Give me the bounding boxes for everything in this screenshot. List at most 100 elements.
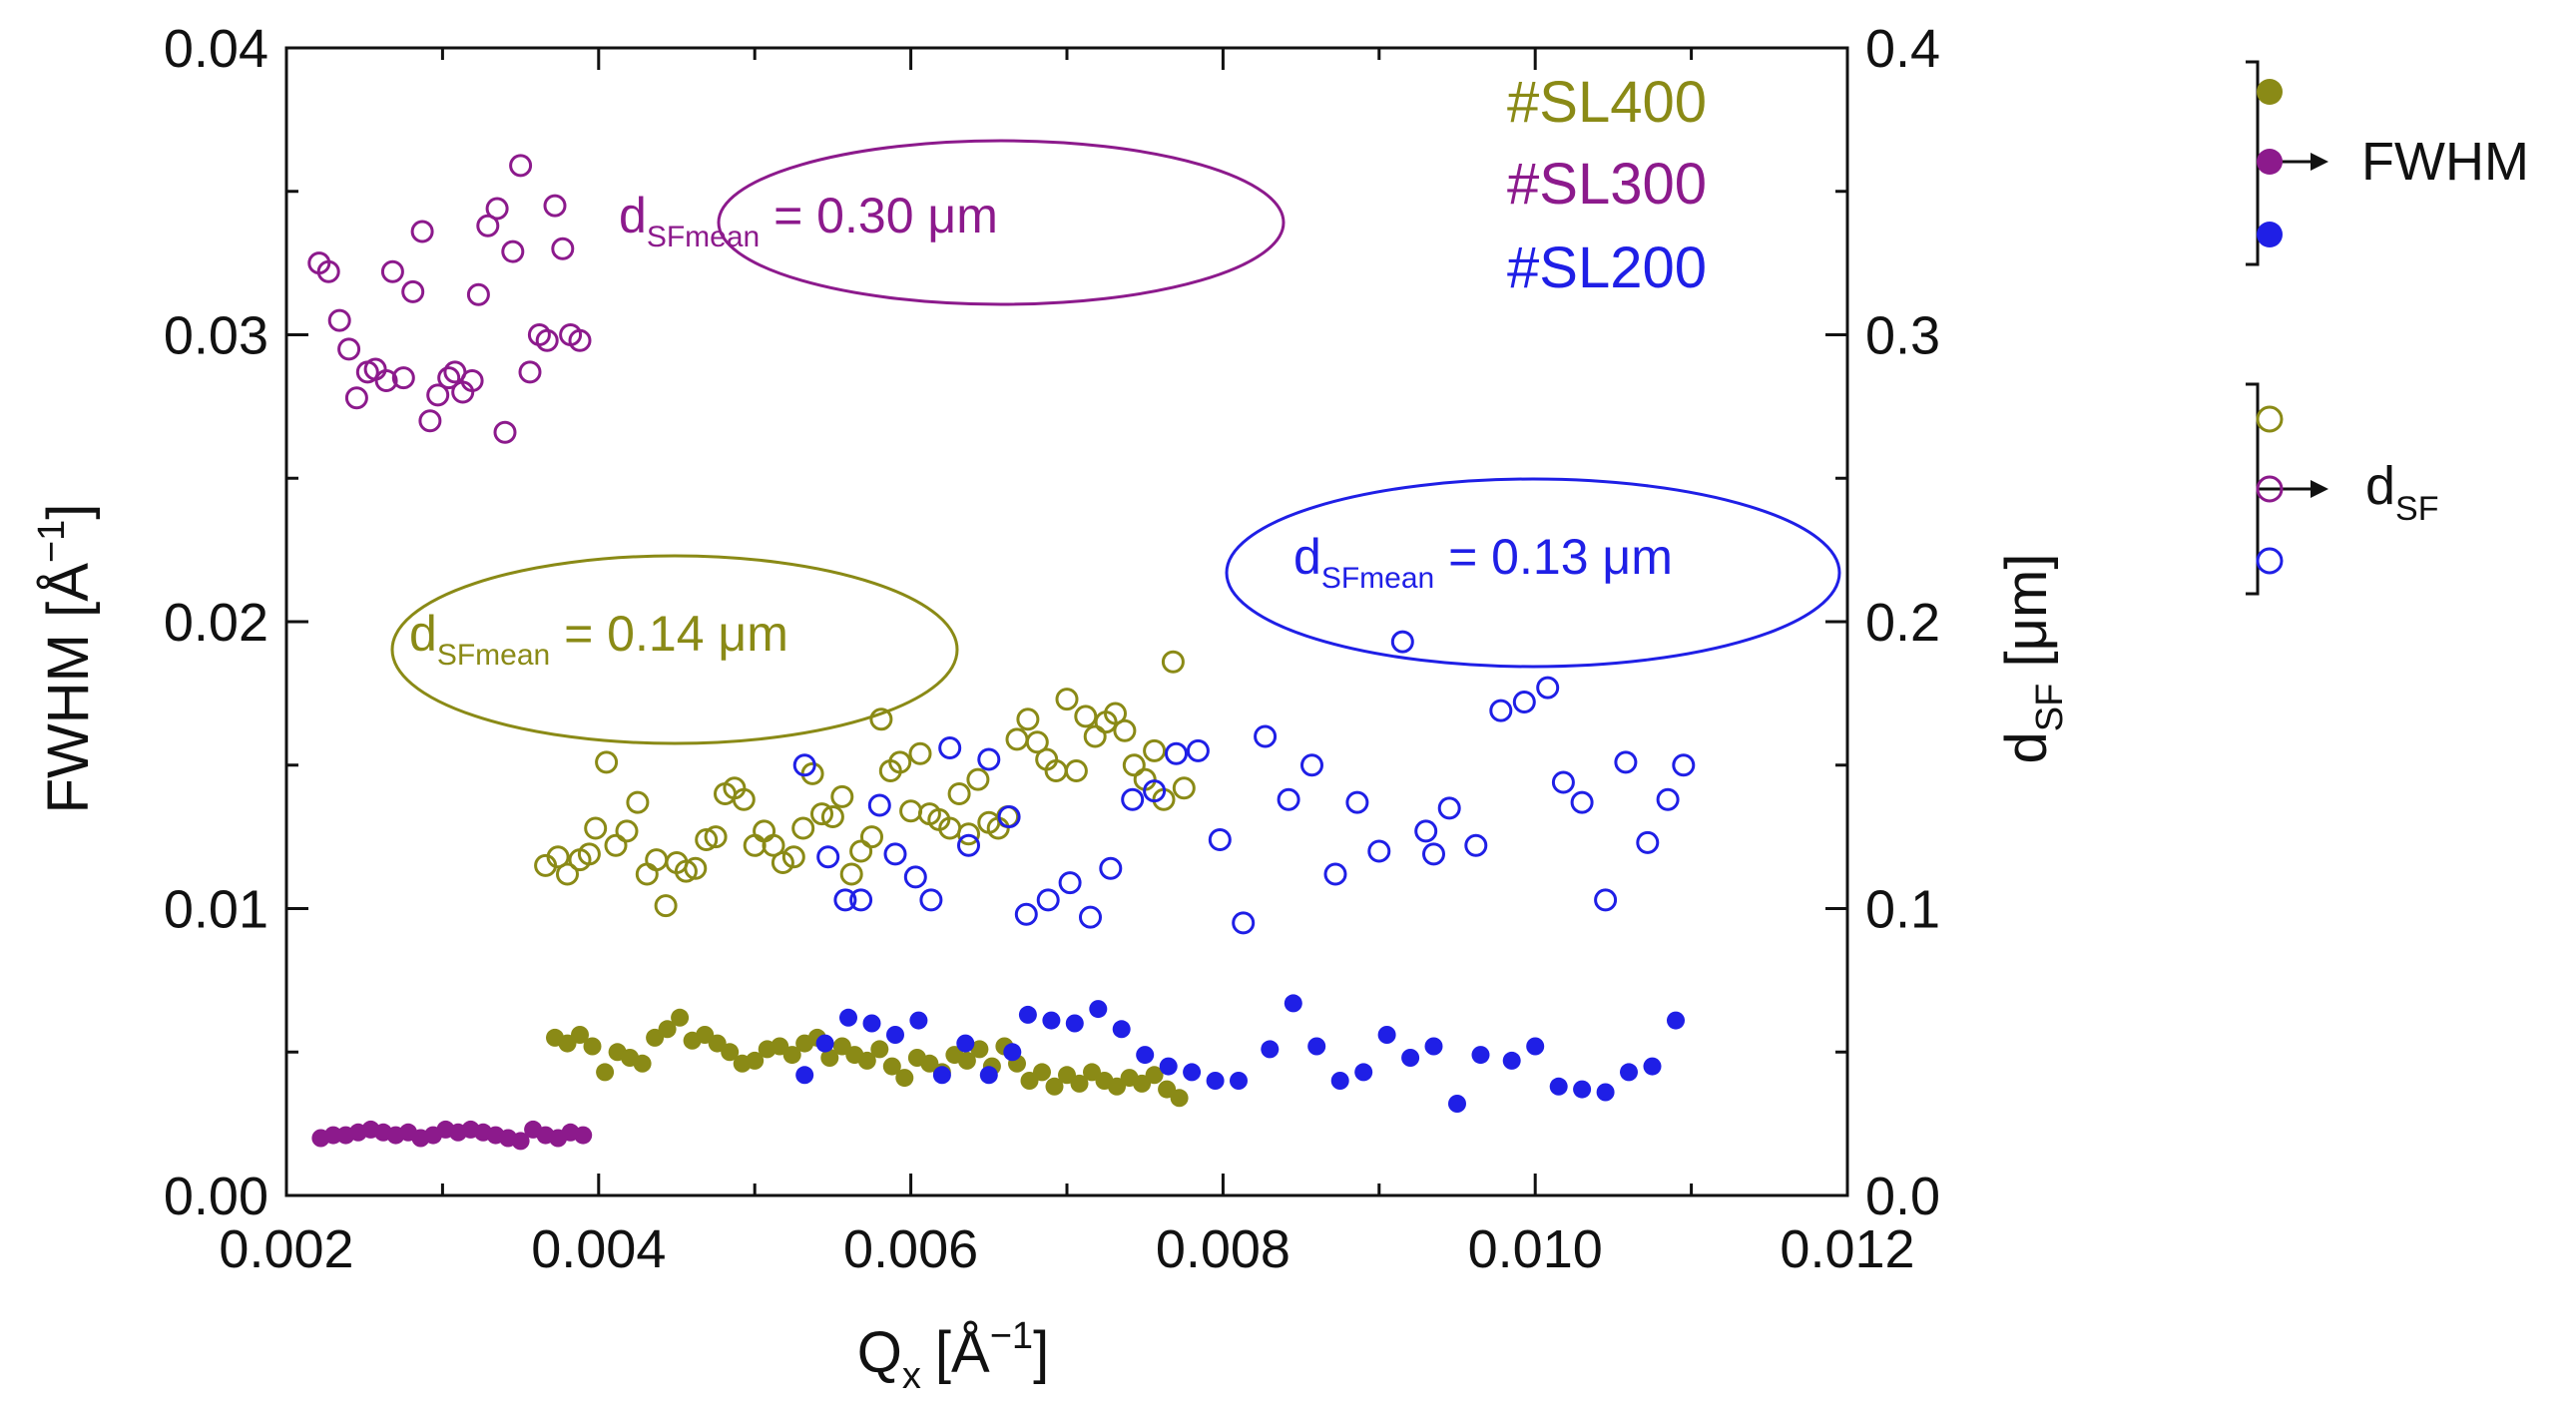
data-point-sl200-dsf bbox=[1208, 828, 1232, 851]
data-point-sl400-fwhm bbox=[857, 1051, 876, 1070]
data-point-sl200-fwhm bbox=[909, 1011, 928, 1030]
x-tick-label: 0.008 bbox=[1156, 1219, 1290, 1279]
data-point-sl300-dsf bbox=[437, 366, 461, 390]
legend-label-sl200: #SL200 bbox=[1507, 236, 1707, 300]
legend-dot-fwhm-sl200 bbox=[2257, 222, 2283, 247]
x-tick-label: 0.004 bbox=[531, 1219, 666, 1279]
data-point-sl400-dsf bbox=[743, 833, 767, 857]
data-point-sl200-dsf bbox=[1014, 902, 1038, 926]
data-point-sl200-dsf bbox=[1079, 905, 1102, 929]
data-point-sl200-fwhm bbox=[1307, 1037, 1326, 1056]
data-point-sl200-dsf bbox=[903, 865, 927, 889]
axis-tick-labels: 0.002 0.004 0.006 0.008 0.010 0.012 0.00 0.01 0.… bbox=[164, 19, 1940, 1279]
data-point-sl200-dsf bbox=[867, 793, 891, 817]
data-point-sl400-dsf bbox=[1064, 759, 1088, 782]
data-point-sl400-dsf bbox=[1113, 718, 1137, 742]
data-point-sl300-dsf bbox=[316, 259, 340, 283]
data-point-sl200-dsf bbox=[1614, 750, 1638, 774]
data-point-sl400-dsf bbox=[546, 845, 570, 869]
data-point-sl300-dsf bbox=[466, 282, 490, 306]
data-point-sl400-dsf bbox=[771, 851, 794, 874]
data-point-sl200-dsf bbox=[1464, 833, 1488, 857]
data-point-sl400-dsf bbox=[781, 845, 805, 869]
data-point-sl400-dsf bbox=[604, 833, 628, 857]
x-tick-label: 0.002 bbox=[219, 1219, 353, 1279]
data-point-sl200-fwhm bbox=[1018, 1005, 1037, 1024]
data-point-sl400-dsf bbox=[820, 805, 844, 828]
data-point-sl300-dsf bbox=[374, 369, 398, 392]
data-point-sl200-fwhm bbox=[1620, 1063, 1638, 1082]
data-point-sl200-fwhm bbox=[1424, 1037, 1443, 1056]
data-point-sl200-fwhm bbox=[839, 1008, 857, 1027]
data-point-sl200-dsf bbox=[1437, 796, 1461, 820]
data-point-sl200-dsf bbox=[938, 736, 962, 759]
data-point-sl400-fwhm bbox=[870, 1040, 889, 1059]
data-point-sl300-dsf bbox=[401, 279, 425, 303]
data-point-sl300-dsf bbox=[460, 369, 484, 392]
data-point-sl200-fwhm bbox=[932, 1066, 951, 1085]
data-point-sl200-fwhm bbox=[1261, 1040, 1280, 1059]
data-point-sl200-fwhm bbox=[1112, 1020, 1131, 1039]
data-point-sl400-fwhm bbox=[782, 1046, 801, 1065]
data-point-sl200-dsf bbox=[1636, 830, 1660, 854]
y-right-tick-label: 0.1 bbox=[1865, 880, 1940, 940]
y-left-tick-label: 0.02 bbox=[164, 593, 268, 653]
data-point-sl200-dsf bbox=[1058, 871, 1082, 895]
x-axis-title: Qx [Å−1] bbox=[857, 1315, 1049, 1397]
data-point-sl300-dsf bbox=[509, 154, 533, 178]
data-point-sl400-dsf bbox=[695, 828, 719, 851]
data-point-sl200-fwhm bbox=[1401, 1049, 1420, 1067]
data-point-sl200-dsf bbox=[1414, 819, 1438, 843]
data-point-sl200-dsf bbox=[1367, 839, 1391, 863]
data-point-sl200-fwhm bbox=[1354, 1063, 1373, 1082]
data-point-sl200-fwhm bbox=[1089, 1000, 1108, 1019]
data-point-sl400-fwhm bbox=[746, 1051, 765, 1070]
data-point-sl400-dsf bbox=[869, 708, 893, 731]
annotation-text-sl300: dSFmean = 0.30 μm bbox=[619, 188, 998, 253]
annotation-text-sl400: dSFmean = 0.14 μm bbox=[409, 606, 788, 672]
data-point-sl300-dsf bbox=[518, 360, 542, 384]
data-point-sl200-fwhm bbox=[1526, 1037, 1545, 1056]
data-point-sl300-dsf bbox=[391, 366, 415, 390]
data-point-sl200-dsf bbox=[1121, 787, 1145, 811]
data-point-sl400-dsf bbox=[1016, 708, 1040, 731]
y-left-tick-label: 0.00 bbox=[164, 1167, 268, 1226]
data-point-sl400-dsf bbox=[1104, 702, 1127, 725]
data-point-sl400-dsf bbox=[595, 750, 619, 774]
data-point-sl400-dsf bbox=[899, 799, 923, 823]
y-right-tick-label: 0.4 bbox=[1865, 19, 1940, 79]
data-point-sl400-dsf bbox=[860, 825, 883, 849]
legend-dot-fwhm-sl400 bbox=[2257, 79, 2283, 105]
data-point-sl200-fwhm bbox=[1206, 1072, 1225, 1090]
data-point-sl400-dsf bbox=[584, 816, 608, 840]
legend-label-sl300: #SL300 bbox=[1507, 152, 1707, 217]
legend-dot-fwhm-sl300 bbox=[2257, 149, 2283, 175]
data-point-sl400-dsf bbox=[732, 787, 756, 811]
annotation-sl200: dSFmean = 0.13 μm bbox=[1225, 477, 1841, 669]
data-point-sl300-dsf bbox=[327, 308, 351, 332]
data-point-sl400-fwhm bbox=[882, 1057, 901, 1076]
y-right-tick-label: 0.0 bbox=[1865, 1167, 1940, 1226]
data-point-sl400-fwhm bbox=[895, 1069, 914, 1088]
data-point-sl200-dsf bbox=[1165, 741, 1188, 765]
annotation-ellipse-sl200 bbox=[1225, 477, 1841, 669]
data-point-sl300-dsf bbox=[501, 239, 525, 263]
data-point-sl300-dsf bbox=[337, 337, 361, 361]
data-point-sl400-dsf bbox=[762, 833, 785, 857]
data-point-sl200-fwhm bbox=[1042, 1011, 1061, 1030]
y-left-axis-title: FWHM [Å−1] bbox=[31, 504, 101, 814]
data-point-sl200-fwhm bbox=[979, 1066, 998, 1085]
data-point-sl300-dsf bbox=[418, 409, 442, 433]
data-point-sl200-fwhm bbox=[956, 1034, 975, 1053]
data-point-sl400-dsf bbox=[1083, 724, 1107, 748]
data-point-sl200-fwhm bbox=[1136, 1046, 1155, 1065]
data-point-sl400-fwhm bbox=[1170, 1089, 1189, 1108]
data-point-sl400-dsf bbox=[626, 790, 650, 814]
data-point-sl200-dsf bbox=[977, 747, 1001, 771]
data-point-sl400-fwhm bbox=[633, 1054, 652, 1073]
data-point-sl400-dsf bbox=[556, 862, 579, 886]
data-point-sl200-dsf bbox=[1186, 738, 1210, 762]
y-left-tick-label: 0.04 bbox=[164, 19, 268, 79]
data-point-sl200-dsf bbox=[1570, 790, 1594, 814]
data-point-sl400-fwhm bbox=[658, 1020, 677, 1039]
